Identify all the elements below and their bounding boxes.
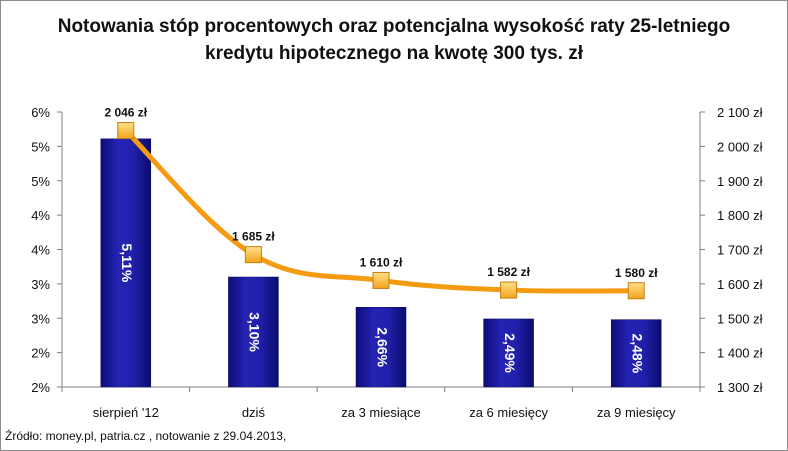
- bar-value-label: 2,49%: [502, 333, 518, 373]
- installment-value-label: 1 610 zł: [360, 255, 403, 269]
- installment-marker: [500, 281, 518, 299]
- bar-value-label: 2,66%: [374, 327, 390, 367]
- chart-title-line-1: Notowania stóp procentowych oraz potencj…: [57, 16, 731, 37]
- source-note: Źródło: money.pl, patria.cz , notowanie …: [5, 429, 287, 443]
- installment-marker: [372, 271, 390, 289]
- installment-value-label: 1 582 zł: [487, 265, 530, 279]
- left-axis-tick-label: 4%: [31, 208, 50, 223]
- installment-marker: [627, 282, 645, 300]
- right-axis-tick-label: 1 700 zł: [717, 243, 763, 258]
- left-axis-tick-label: 3%: [31, 277, 50, 292]
- right-axis-tick-label: 1 300 zł: [717, 380, 763, 395]
- right-axis-tick-label: 2 000 zł: [717, 139, 763, 154]
- right-axis-tick-label: 1 600 zł: [717, 277, 763, 292]
- installment-marker: [244, 246, 262, 264]
- left-axis-tick-label: 5%: [31, 139, 50, 154]
- x-axis-category-label: sierpień '12: [93, 405, 159, 420]
- right-axis-tick-label: 1 400 zł: [717, 346, 763, 361]
- rate-bar: [228, 276, 279, 388]
- x-axis-category-label: za 3 miesiące: [341, 405, 420, 420]
- rate-bar: [100, 138, 152, 388]
- installment-value-label: 2 046 zł: [104, 106, 147, 120]
- right-axis-tick-label: 1 800 zł: [717, 208, 763, 223]
- right-axis-tick-label: 1 900 zł: [717, 174, 763, 189]
- installment-value-label: 1 580 zł: [615, 266, 658, 280]
- left-axis-tick-label: 2%: [31, 346, 50, 361]
- left-axis-tick-label: 5%: [31, 174, 50, 189]
- left-axis-tick-label: 3%: [31, 311, 50, 326]
- left-axis-tick-label: 2%: [31, 380, 50, 395]
- installment-value-label: 1 685 zł: [232, 230, 275, 244]
- bar-value-label: 2,48%: [629, 333, 645, 373]
- x-axis-category-label: za 6 miesięcy: [469, 405, 548, 420]
- bar-value-label: 5,11%: [119, 243, 135, 282]
- right-axis-tick-label: 2 100 zł: [717, 105, 763, 120]
- left-axis-tick-label: 6%: [31, 105, 50, 120]
- x-axis-category-label: za 9 miesięcy: [597, 405, 676, 420]
- rate-bar: [483, 318, 534, 388]
- chart-title-line-2: kredytu hipotecznego na kwotę 300 tys. z…: [205, 43, 583, 64]
- right-axis-tick-label: 1 500 zł: [717, 311, 763, 326]
- rate-bar: [610, 319, 662, 388]
- installment-marker: [117, 122, 135, 140]
- x-axis-category-label: dziś: [242, 405, 266, 420]
- chart-title: Notowania stóp procentowych oraz potencj…: [1, 13, 787, 67]
- rate-bar: [355, 307, 407, 388]
- bar-value-label: 3,10%: [247, 312, 263, 352]
- left-axis-tick-label: 4%: [31, 243, 50, 258]
